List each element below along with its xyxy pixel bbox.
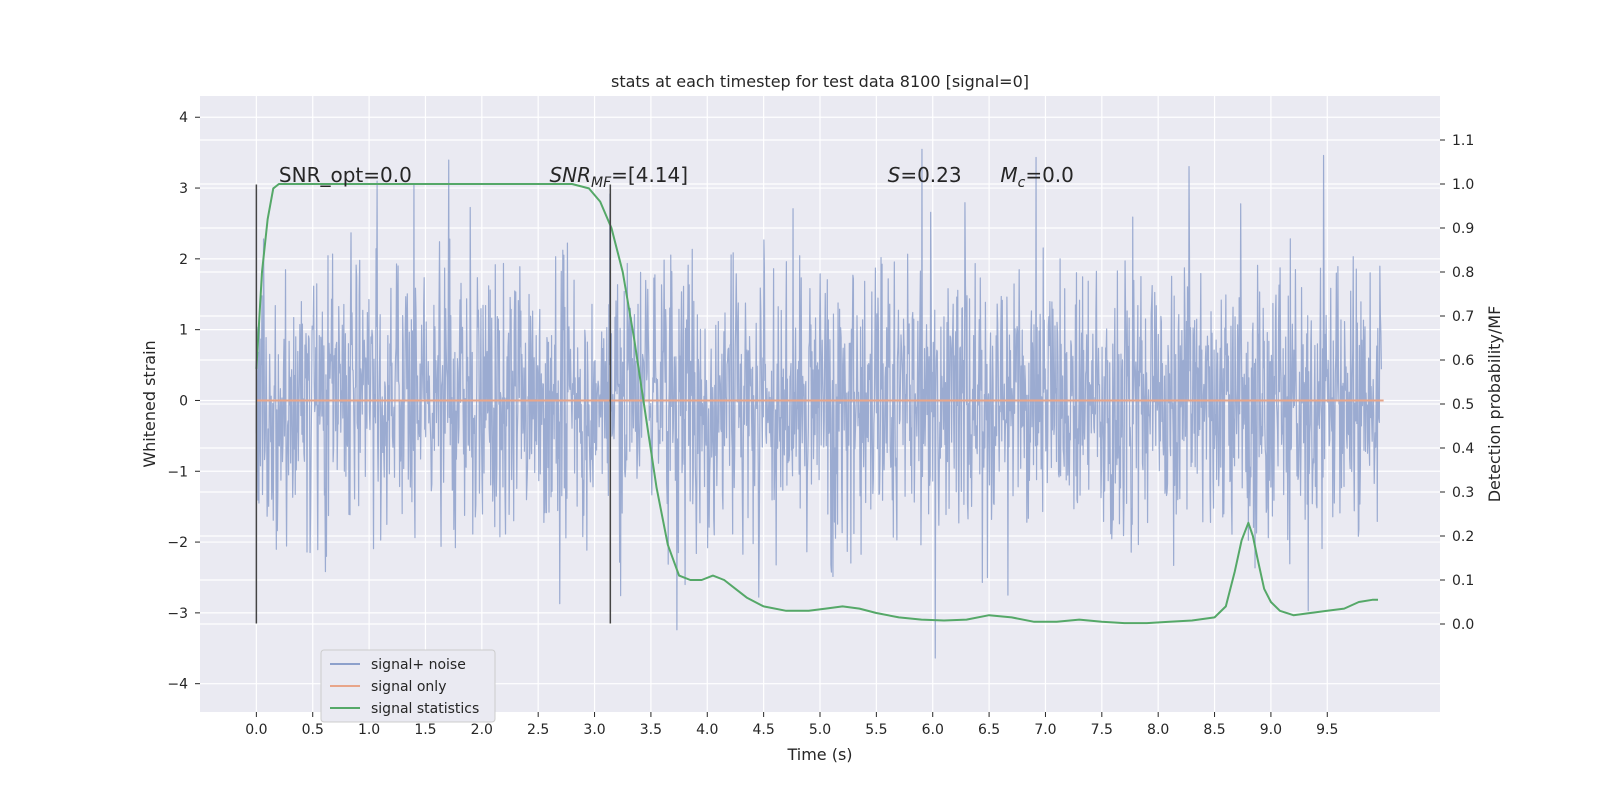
series-line-signal-noise [255,148,1382,659]
x-axis-label: Time (s) [786,745,852,764]
x-tick-label: 9.5 [1316,722,1338,738]
series-layer [255,148,1384,659]
y2-tick-label: 1.0 [1452,177,1474,193]
x-tick-label: 4.0 [696,722,718,738]
chart-title: stats at each timestep for test data 810… [611,72,1029,91]
x-tick-label: 2.5 [527,722,549,738]
x-tick-label: 6.0 [922,722,944,738]
y2-axis-ticks: 0.0 0.1 0.2 0.3 0.4 0.5 0.6 0.7 0.8 0.9 1.0 1.1 [1440,133,1474,633]
y2-tick-label: 0.0 [1452,617,1474,633]
x-tick-label: 7.5 [1091,722,1113,738]
annotation-2: S=0.23 [888,163,962,187]
x-axis-ticks: 0.0 0.5 1.0 1.5 2.0 2.5 3.0 3.5 4.0 4.5 5.0 5.5 6.0 6… [245,712,1338,738]
series-line-signal-statistics [255,183,1378,625]
y-axis-label: Whitened strain [140,340,159,467]
x-tick-label: 3.5 [640,722,662,738]
x-tick-label: 8.5 [1203,722,1225,738]
y-tick-label: −1 [167,464,188,480]
x-tick-label: 2.0 [471,722,493,738]
x-tick-label: 1.0 [358,722,380,738]
y2-tick-label: 0.8 [1452,265,1474,281]
annotations: SNR_opt=0.0 SNRMF=[4.14] S=0.23 Mc=0.0 [279,163,1074,191]
x-tick-label: 3.0 [583,722,605,738]
y2-tick-label: 0.7 [1452,309,1474,325]
y2-tick-label: 0.4 [1452,441,1474,457]
x-tick-label: 7.0 [1034,722,1056,738]
x-tick-label: 0.5 [302,722,324,738]
y-tick-label: −3 [167,606,188,622]
annotation-3: Mc=0.0 [1000,163,1074,191]
y-tick-label: 0 [179,393,188,409]
y2-tick-label: 1.1 [1452,133,1474,149]
x-tick-label: 6.5 [978,722,1000,738]
y2-tick-label: 0.2 [1452,529,1474,545]
annotation-0: SNR_opt=0.0 [279,163,412,187]
y2-tick-label: 0.9 [1452,221,1474,237]
legend-label: signal only [371,679,446,695]
x-tick-label: 0.0 [245,722,267,738]
y-tick-label: −4 [167,677,188,693]
y2-tick-label: 0.5 [1452,397,1474,413]
y2-axis-label: Detection probability/MF [1485,306,1504,503]
y-tick-label: −2 [167,535,188,551]
vertical-markers [255,184,612,624]
x-tick-label: 5.5 [865,722,887,738]
x-tick-label: 1.5 [414,722,436,738]
y-tick-label: 1 [179,323,188,339]
y-tick-label: 3 [179,181,188,197]
annotation-1: SNRMF=[4.14] [549,163,688,191]
y-axis-ticks: −4 −3 −2 −1 0 1 2 3 4 [167,110,200,693]
legend: signal+ noise signal only signal statistic… [320,649,496,723]
y2-tick-label: 0.1 [1452,573,1474,589]
x-tick-label: 4.5 [753,722,775,738]
legend-label: signal+ noise [371,657,466,673]
y-tick-label: 4 [179,110,188,126]
y-tick-label: 2 [179,252,188,268]
x-tick-label: 8.0 [1147,722,1169,738]
legend-label: signal statistics [371,701,479,717]
x-tick-label: 5.0 [809,722,831,738]
legend-box [320,649,496,723]
y2-tick-label: 0.3 [1452,485,1474,501]
x-tick-label: 9.0 [1260,722,1282,738]
y2-tick-label: 0.6 [1452,353,1474,369]
